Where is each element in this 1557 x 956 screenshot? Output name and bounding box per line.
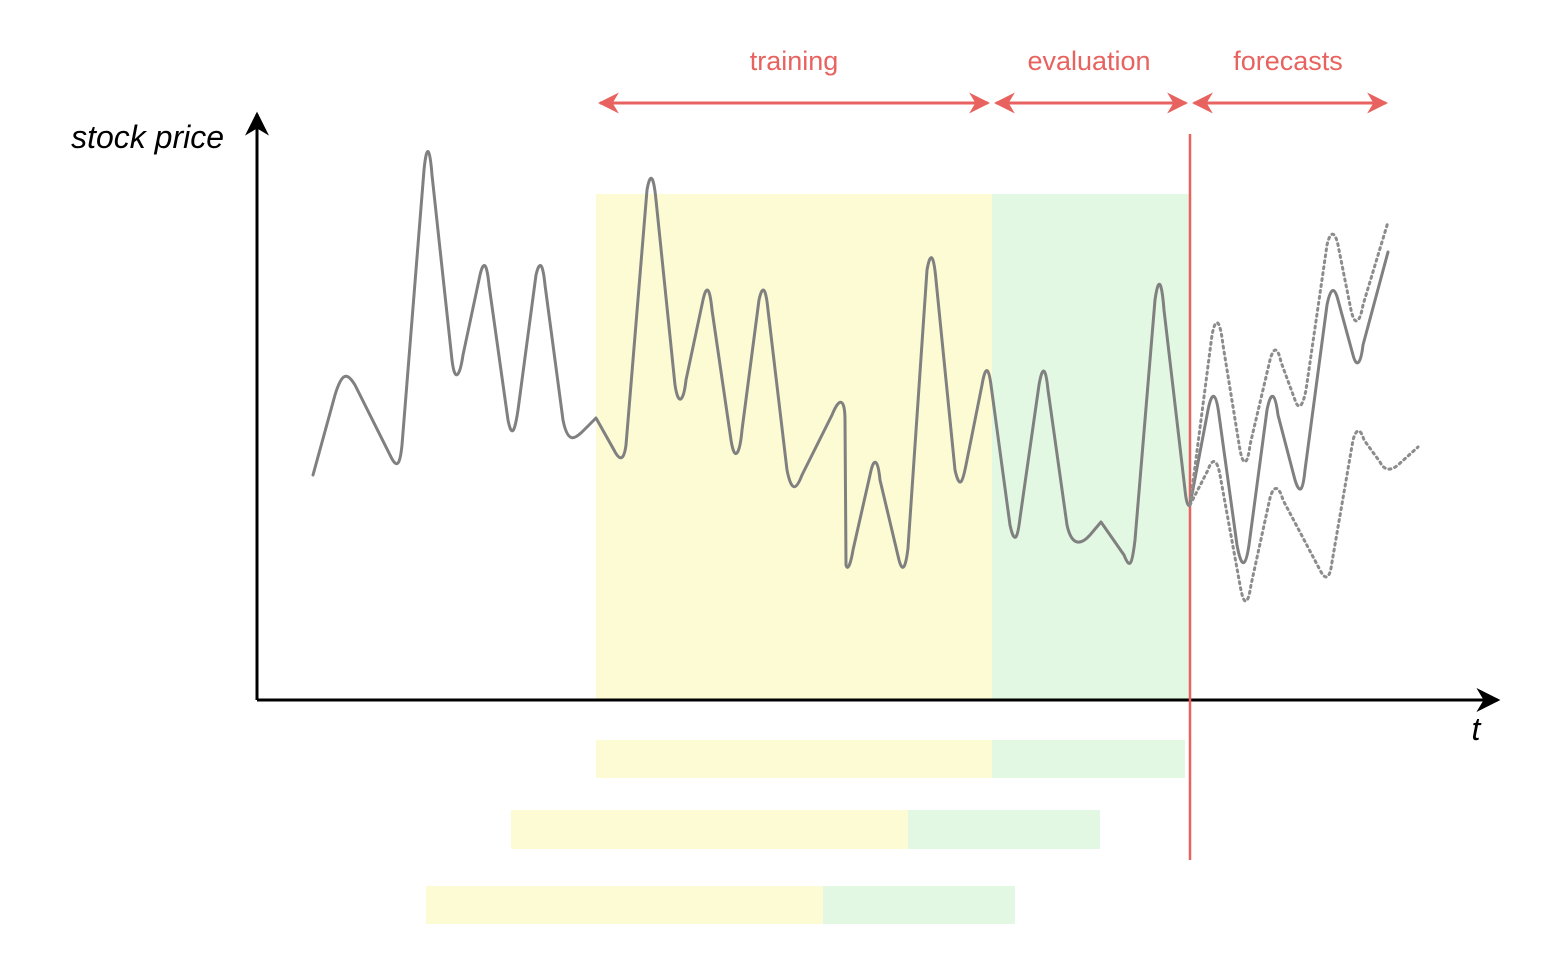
training-region (596, 194, 992, 700)
rolling-window-1 (596, 740, 1185, 778)
stock-price-series (311, 150, 1192, 569)
training-label: training (750, 46, 839, 76)
window-3-training-bar (426, 886, 823, 924)
window-3-evaluation-bar (823, 886, 1015, 924)
evaluation-region (992, 194, 1190, 700)
evaluation-label: evaluation (1027, 46, 1150, 76)
y-axis-label: stock price (71, 119, 224, 155)
window-1-evaluation-bar (992, 740, 1185, 778)
forecast-upper-bound (1188, 220, 1390, 507)
forecasts-label: forecasts (1233, 46, 1343, 76)
window-2-training-bar (511, 810, 908, 849)
rolling-window-3 (426, 886, 1015, 924)
forecast-central-series (1188, 250, 1390, 565)
window-1-training-bar (596, 740, 992, 778)
rolling-window-2 (511, 810, 1100, 849)
x-axis-label: t (1472, 711, 1482, 747)
forecast-lower-bound (1188, 429, 1420, 603)
window-2-evaluation-bar (908, 810, 1100, 849)
